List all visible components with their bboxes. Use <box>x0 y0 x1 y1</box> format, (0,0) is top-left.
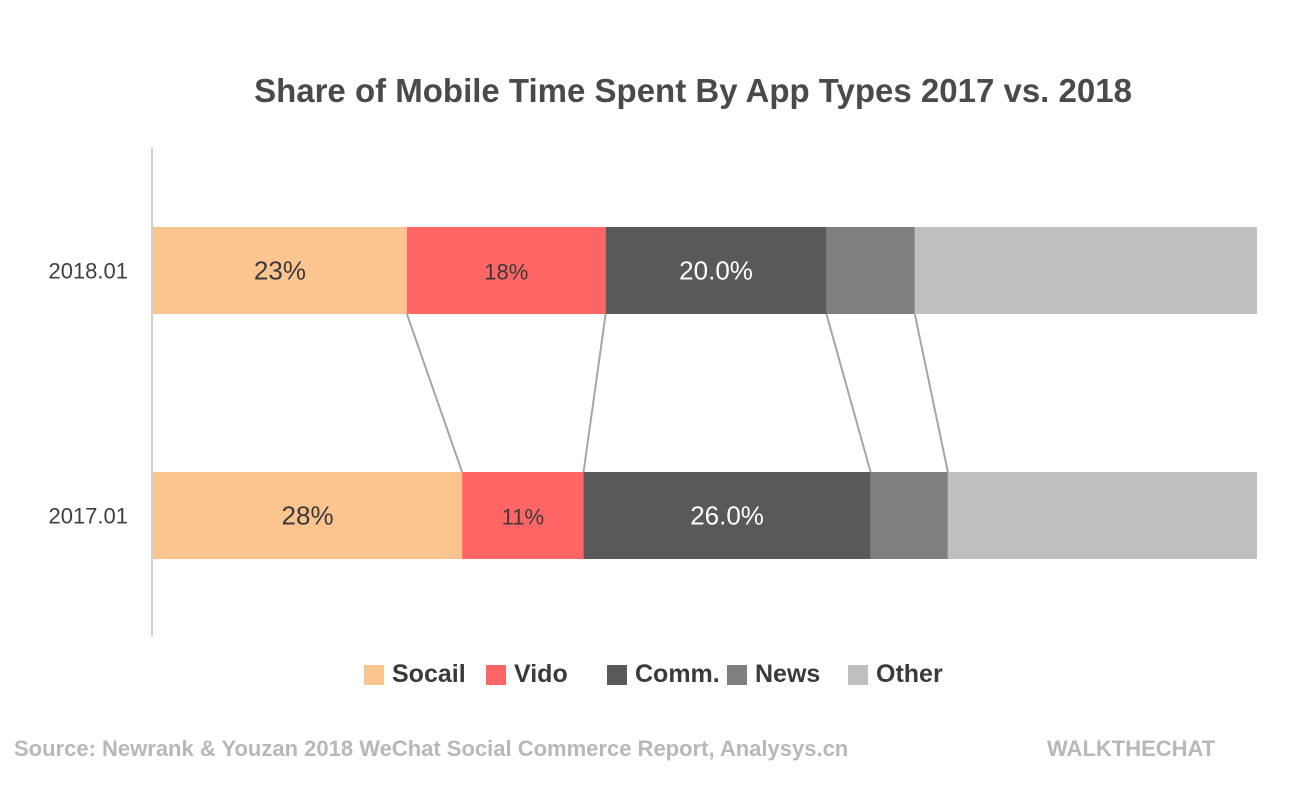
series-lines <box>405 313 949 473</box>
legend-swatch <box>727 664 747 685</box>
legend-label: Vido <box>514 660 568 688</box>
data-labels: 23% 18% 20.0% 28% 11% 26.0% <box>254 256 764 531</box>
legend-item-vido: Vido <box>486 660 568 689</box>
bar-segment <box>870 472 948 559</box>
series-line <box>825 313 872 473</box>
bar-segment <box>462 472 584 559</box>
legend-item-socail: Socail <box>364 660 466 689</box>
data-label: 26.0% <box>690 501 764 531</box>
bar-segment <box>153 227 407 314</box>
legend-swatch <box>607 664 627 685</box>
data-label: 28% <box>282 501 334 531</box>
bar-segment <box>583 472 871 559</box>
bar-segment <box>947 472 1257 559</box>
bar-segment <box>153 472 463 559</box>
series-line <box>405 313 464 473</box>
chart-title: Share of Mobile Time Spent By App Types … <box>254 72 1132 109</box>
category-labels: 2018.01 2017.01 <box>48 259 128 529</box>
source-note: Source: Newrank & Youzan 2018 WeChat Soc… <box>14 736 849 761</box>
legend: Socail Vido Comm. News Other <box>0 660 1290 694</box>
bar-segment <box>605 227 827 314</box>
data-label: 18% <box>484 260 528 285</box>
legend-label: Socail <box>392 660 466 688</box>
bar-segments <box>153 227 1257 559</box>
series-line <box>913 313 949 473</box>
legend-label: Other <box>876 660 943 688</box>
legend-swatch <box>848 664 868 685</box>
data-label: 11% <box>502 505 544 530</box>
legend-item-other: Other <box>848 660 943 689</box>
legend-item-news: News <box>727 660 820 689</box>
brand-label: WALKTHECHAT <box>1047 736 1216 761</box>
bar-segment <box>826 227 915 314</box>
data-label: 23% <box>254 256 306 286</box>
series-line <box>582 313 607 473</box>
bar-segment <box>406 227 606 314</box>
legend-label: Comm. <box>635 660 720 688</box>
bar-segment <box>914 227 1257 314</box>
category-label: 2018.01 <box>48 259 128 284</box>
legend-item-comm: Comm. <box>607 660 720 689</box>
legend-swatch <box>364 664 384 685</box>
data-label: 20.0% <box>679 256 753 286</box>
legend-label: News <box>755 660 821 688</box>
category-label: 2017.01 <box>48 504 128 529</box>
legend-swatch <box>486 664 506 685</box>
